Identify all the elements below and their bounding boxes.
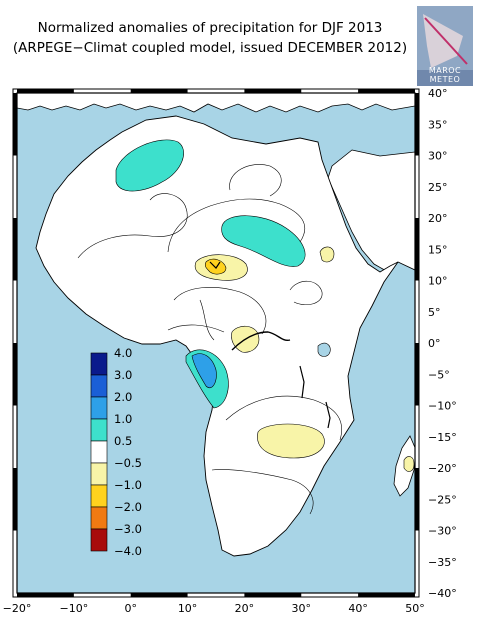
legend-swatch (90, 462, 108, 486)
x-tick-label: −10° (59, 602, 88, 615)
x-tick-label: 10° (178, 602, 198, 615)
x-tick-label: 50° (405, 602, 425, 615)
legend-swatch (90, 418, 108, 442)
y-tick-label: 20° (428, 212, 448, 225)
y-tick-label: 30° (428, 150, 448, 163)
anomaly-negative-sudan (319, 246, 335, 263)
legend-label: −1.0 (114, 478, 142, 492)
y-tick-label: −25° (428, 493, 457, 506)
legend-swatch (90, 374, 108, 398)
y-tick-label: −5° (428, 368, 450, 381)
legend-label: 4.0 (114, 346, 132, 360)
color-legend: 4.0 3.0 2.0 1.0 0.5 −0.5 −1.0 −2.0 −3.0 −4.0 (90, 346, 142, 558)
y-tick-label: −20° (428, 462, 457, 475)
legend-label: 2.0 (114, 390, 132, 404)
legend-swatch (90, 484, 108, 508)
title-line-2: (ARPEGE−Climat coupled model, issued DEC… (12, 40, 408, 56)
x-tick-label: −20° (3, 602, 32, 615)
lake-malawi (325, 401, 331, 429)
anomaly-positive-strong-gabon (191, 353, 217, 389)
y-tick-label: 40° (428, 87, 448, 100)
europe-landmass (17, 93, 415, 113)
y-tick-label: 10° (428, 275, 448, 288)
anomaly-negative-madagascar (403, 456, 415, 472)
maroc-meteo-logo: MAROC METEO (417, 6, 473, 86)
logo-graphic (417, 6, 473, 86)
frame-scale-bars (12, 88, 420, 598)
legend-swatch (90, 352, 108, 376)
legend-label: −3.0 (114, 522, 142, 536)
y-tick-label: 5° (428, 306, 441, 319)
anomaly-negative-zambia (257, 423, 325, 459)
y-tick-label: −35° (428, 556, 457, 569)
x-tick-label: 30° (292, 602, 312, 615)
legend-label: 0.5 (114, 434, 132, 448)
y-tick-label: 35° (428, 118, 448, 131)
y-tick-label: −40° (428, 587, 457, 600)
map-title: Normalized anomalies of precipitation fo… (0, 18, 420, 58)
legend-swatch (90, 506, 108, 530)
logo-text: MAROC METEO (428, 66, 462, 84)
lake-victoria (317, 342, 331, 357)
lake-tanganyika (299, 365, 305, 399)
legend-label: −0.5 (114, 456, 142, 470)
y-tick-label: 0° (428, 337, 441, 350)
y-tick-label: −30° (428, 525, 457, 538)
y-tick-label: −10° (428, 400, 457, 413)
congo-river (231, 331, 291, 351)
legend-label: 3.0 (114, 368, 132, 382)
x-tick-label: 0° (124, 602, 137, 615)
title-line-1: Normalized anomalies of precipitation fo… (37, 20, 383, 36)
legend-label: −2.0 (114, 500, 142, 514)
y-tick-label: 15° (428, 243, 448, 256)
x-tick-label: 40° (348, 602, 368, 615)
legend-swatch (90, 440, 108, 464)
legend-label: −4.0 (114, 544, 142, 558)
y-axis-ticks: 40° 35° 30° 25° 20° 15° 10° 5° 0° −5° −10° −15° −20°… (428, 87, 457, 600)
anomaly-positive-sahel (221, 215, 306, 267)
legend-swatch (90, 396, 108, 420)
legend-label: 1.0 (114, 412, 132, 426)
anomaly-positive-nw (115, 139, 184, 192)
x-axis-ticks: −20° −10° 0° 10° 20° 30° 40° 50° (3, 602, 425, 615)
x-tick-label: 20° (235, 602, 255, 615)
legend-swatch (90, 528, 108, 552)
y-tick-label: 25° (428, 181, 448, 194)
lake-chad (209, 261, 221, 269)
y-tick-label: −15° (428, 431, 457, 444)
